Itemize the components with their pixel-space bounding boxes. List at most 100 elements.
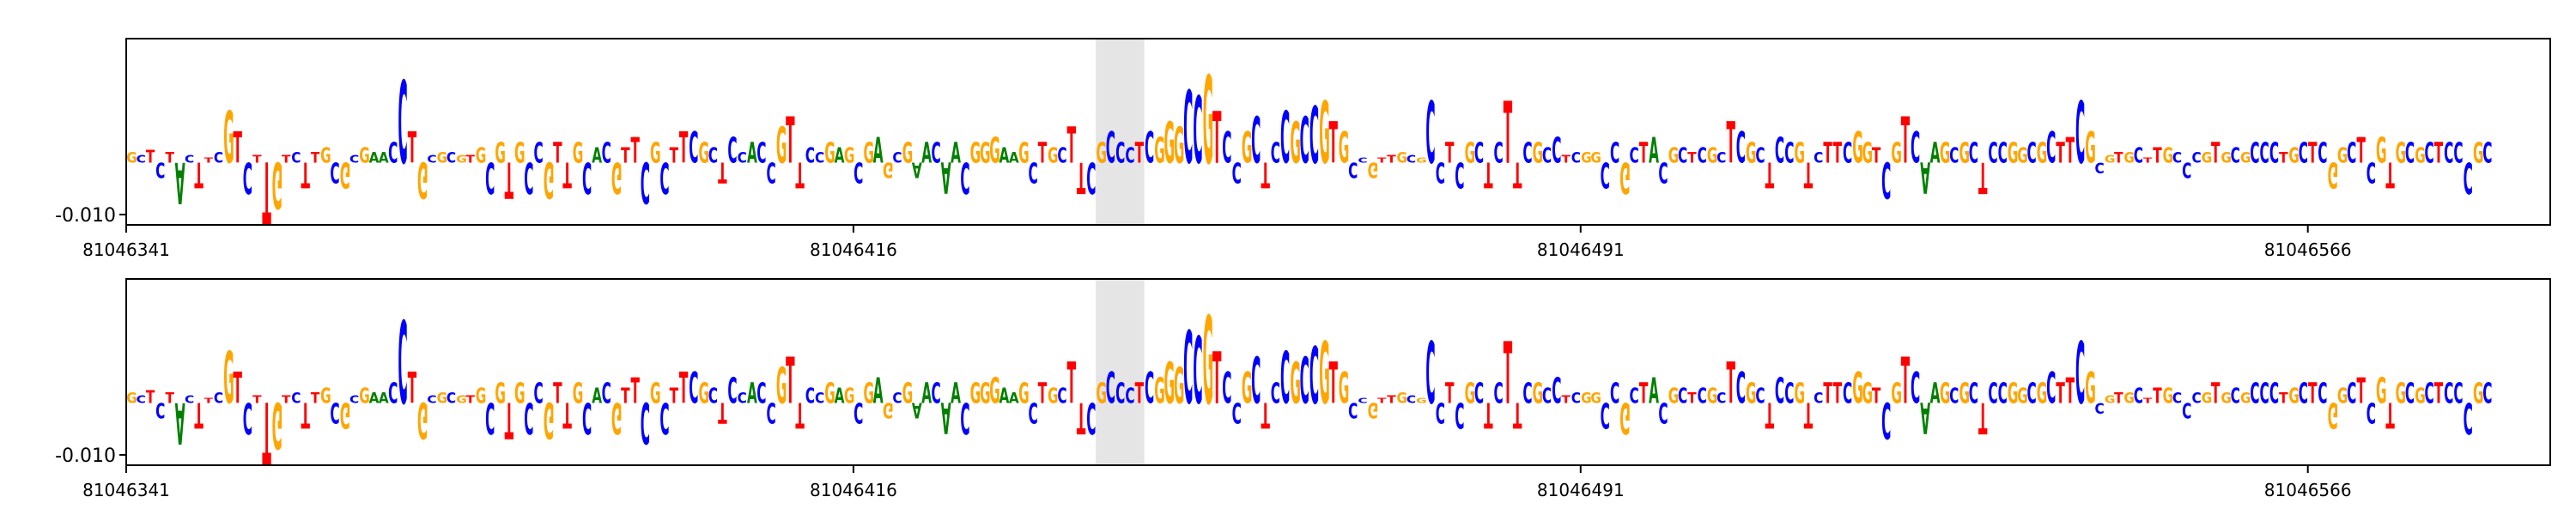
logo-letter: G [2037,137,2048,170]
logo-letter: C [1474,137,1484,170]
logo-letter: T [2143,397,2153,404]
logo-letter: T [194,394,204,435]
logo-letter: C [727,372,737,413]
logo-letter: G [1290,351,1301,417]
logo-letter: G [989,372,1000,413]
logo-letter: C [1969,137,1978,170]
logo-letter: C [2405,378,2415,410]
logo-letter: C [1843,378,1852,410]
logo-letter: G [573,137,584,170]
logo-letter: C [1881,151,1891,209]
logo-letter: C [602,137,611,170]
logo-letter: T [1067,351,1077,417]
logo-letter: C [524,153,533,203]
logo-letter: G [776,117,787,174]
logo-letter: C [1106,124,1115,173]
logo-letter: T [165,149,174,167]
logo-letter: A [999,143,1010,168]
logo-letter: C [2424,137,2433,170]
logo-letter: C [330,396,339,428]
logo-letter: G [2037,378,2048,410]
logo-letter: G [340,394,351,435]
logo-letter: G [2163,143,2174,168]
logo-letter: C [1455,394,1464,435]
logo-letter: T [718,396,727,428]
logo-letter: G [1164,111,1176,177]
logo-letter: C [2027,378,2037,410]
logo-letter: C [1552,131,1561,173]
logo-letter: G [1018,378,1030,410]
logo-panel-top: GC TC T A C T T C GTC T T GT C T T GC GC GA A C C TGC GC GT GC GT… [55,38,2551,260]
logo-letter: T [2308,378,2318,410]
logo-letter: G [1416,156,1427,164]
logo-letter: C [659,393,669,443]
logo-letter: C [1493,137,1503,170]
logo-letter: T [1261,154,1270,195]
logo-letter: G [1397,149,1408,167]
logo-letter: G [1959,137,1970,170]
logo-letter: C [708,384,718,409]
x-tick-label: 81046566 [2264,239,2352,260]
logo-letter: T [630,372,640,413]
logo-letter: C [2191,390,2201,407]
logo-letter: C [2027,137,2037,170]
logo-letter: C [2444,378,2453,410]
logo-letter: C [932,137,941,170]
logo-letter: C [1358,397,1367,404]
logo-letter: C [534,137,544,170]
logo-letter: C [1678,384,1687,409]
logo-letter: C [2046,124,2056,173]
logo-letter: C [1232,396,1242,428]
logo-letter: C [892,149,902,167]
logo-letter: T [2211,378,2221,410]
logo-letter: C [185,394,194,406]
logo-letter: C [892,390,902,407]
logo-letter: G [1465,378,1476,410]
logo-letter: G [495,137,506,170]
logo-letter: G [1668,384,1680,409]
logo-letter: C [349,394,359,406]
logo-letter: G [1242,124,1253,173]
logo-letter: G [544,391,555,449]
logo-letter: T [1513,154,1522,195]
logo-letter: C [2347,137,2356,170]
logo-letter: G [1465,137,1476,170]
logo-letter: T [1639,137,1649,170]
logo-letter: T [165,390,174,407]
logo-letter: A [592,384,602,409]
logo-letter: G [1319,324,1330,423]
logo-letter: T [1328,111,1338,177]
logo-letter: C [815,390,824,407]
logo-letter: C [1658,155,1668,188]
logo-letter: C [708,143,718,168]
logo-letter: A [369,390,380,407]
logo-letter: T [1804,394,1814,435]
logo-letter: C [1183,312,1193,427]
logo-letter: C [2172,149,2182,167]
logo-letter: G [272,148,283,222]
logo-letter: C [427,394,436,406]
x-tick-label: 81046566 [2264,480,2352,500]
y-tick-label: -0.010 [55,445,116,467]
logo-letter: C [1348,158,1358,183]
logo-letter: T [2114,390,2123,407]
logo-letter: T [1872,143,1880,168]
logo-letter: G [573,378,584,410]
logo-letter: C [1280,99,1290,181]
logo-letter: C [2366,396,2376,428]
logo-letter: G [1048,143,1059,168]
logo-letter: G [1018,137,1030,170]
logo-letter: C [1086,153,1096,203]
logo-letter: T [1687,390,1697,407]
logo-letter: C [291,390,301,407]
logo-letter: G [1533,137,1544,170]
logo-letter: C [1193,79,1202,186]
logo-letter: C [1222,124,1231,173]
logo-letter: T [2056,137,2065,170]
logo-letter: C [1698,143,1707,168]
logo-letter: C [1115,378,1125,410]
logo-letter: T [2434,137,2444,170]
logo-letter: C [137,394,146,406]
logo-letter: G [1096,137,1107,170]
logo-letter: G [2396,137,2407,170]
